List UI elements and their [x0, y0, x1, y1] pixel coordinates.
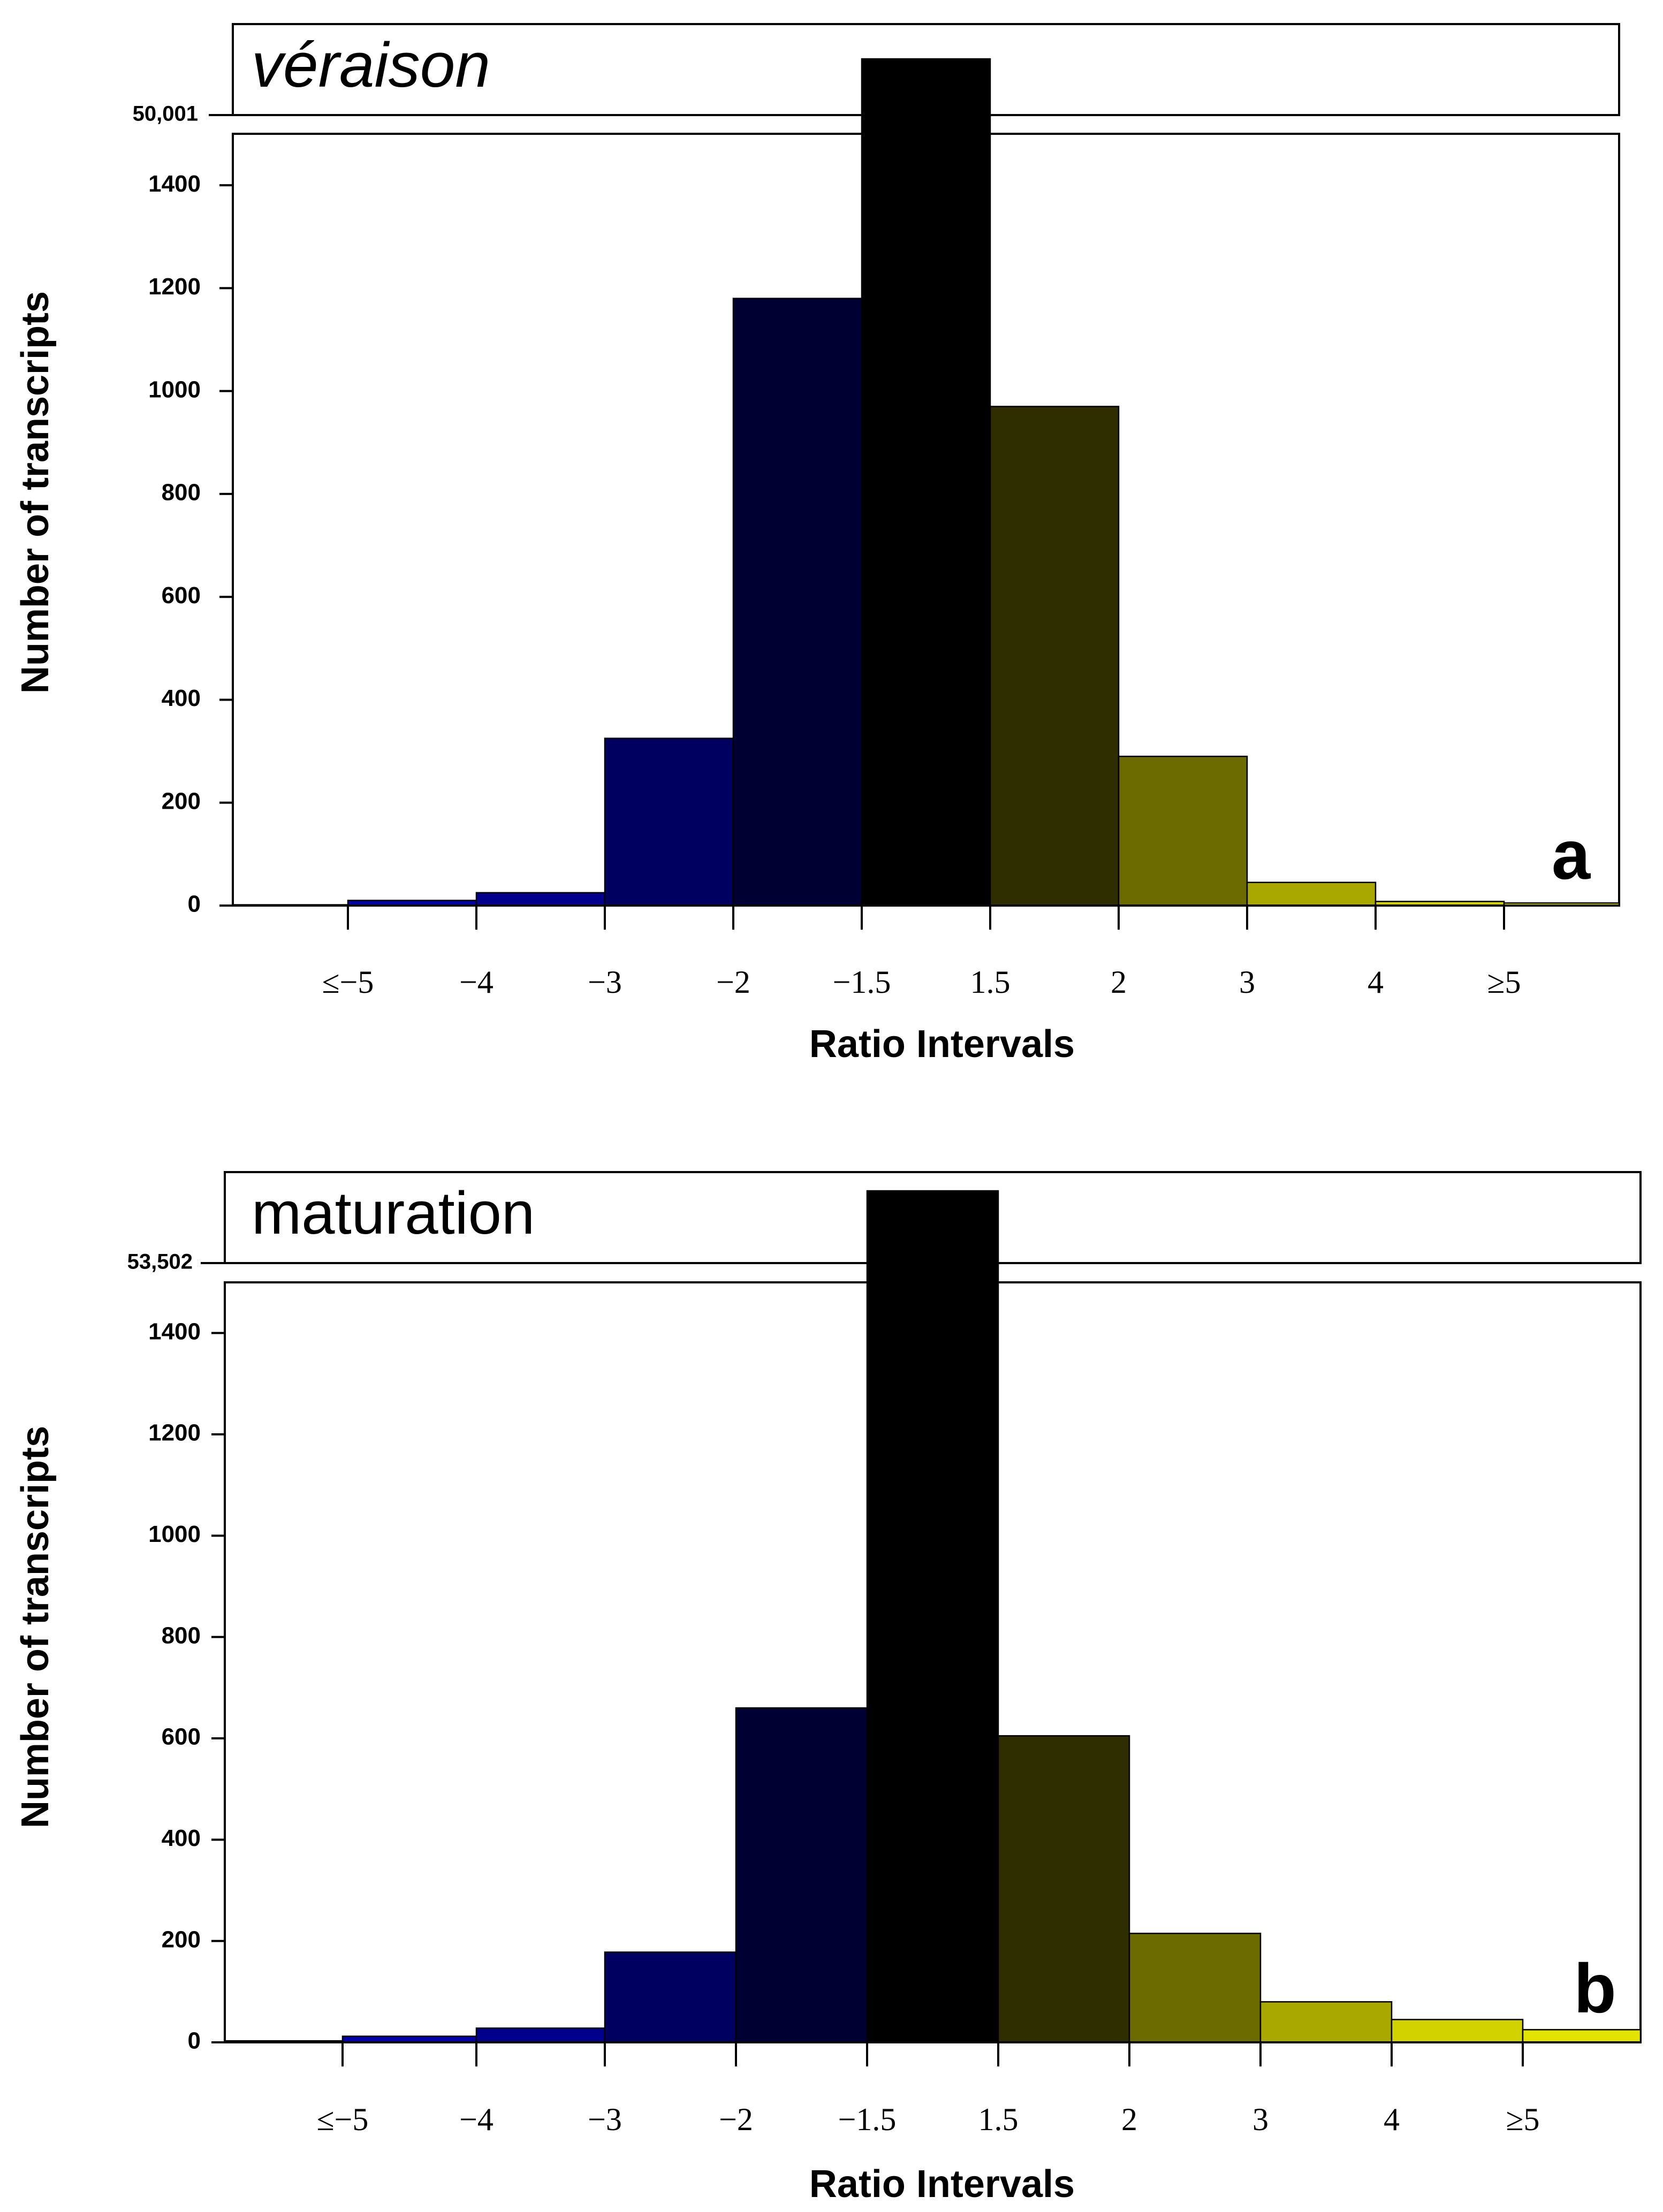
bar-_1.5_to_1.5: [866, 1190, 999, 2043]
x-tick-label: ≤−5: [322, 964, 374, 1000]
x-tick-label: ≥5: [1506, 2102, 1540, 2137]
chart-panel-a: 0 200 400 600 800 1000 1200 1400 ≤−5 −4 −3 −2 −1.5 1…: [14, 23, 1620, 1066]
y-tick-label: 1400: [148, 171, 201, 197]
x-tick-label: 3: [1252, 2102, 1269, 2137]
x-tick-label: ≤−5: [317, 2102, 369, 2137]
x-tick-label: −2: [719, 2102, 753, 2137]
y-tick-label: 1200: [148, 273, 201, 300]
x-tick-label: 4: [1368, 964, 1384, 1000]
bar-group: [232, 58, 1620, 907]
y-tick-label: 200: [162, 788, 201, 814]
y-tick-label: 0: [188, 891, 201, 917]
x-tick-label: −1.5: [833, 964, 891, 1000]
bar-_3_to_2: [604, 1951, 737, 2043]
bar-4_to_5: [1391, 2019, 1524, 2043]
bar-_4_to_3: [475, 2027, 606, 2043]
bar-_5: [1522, 2029, 1642, 2043]
y-tick-label: 1000: [148, 1521, 201, 1547]
y-axis-title: Number of transcripts: [14, 291, 57, 694]
x-tick-label: 1.5: [970, 964, 1011, 1000]
y-tick-label: 0: [188, 2028, 201, 2054]
x-axis-title: Ratio Intervals: [809, 1023, 1075, 1066]
x-tick-label: −3: [588, 964, 622, 1000]
y-ticks: 0 200 400 600 800 1000 1200 1400: [148, 171, 233, 917]
y-tick-label: 400: [162, 685, 201, 711]
x-tick-label: 2: [1121, 2102, 1137, 2137]
x-axis-title: Ratio Intervals: [809, 2163, 1075, 2206]
y-tick-label: 600: [162, 582, 201, 609]
panel-label: b: [1574, 1949, 1616, 2027]
break-value-label: 50,001: [133, 102, 198, 126]
y-tick-label: 600: [162, 1724, 201, 1750]
panel-label: a: [1552, 816, 1591, 894]
x-tick-label: ≥5: [1487, 964, 1521, 1000]
x-tick-label: 4: [1384, 2102, 1400, 2137]
y-tick-label: 800: [162, 1622, 201, 1648]
bar-_4_to_3: [475, 892, 606, 907]
x-ticks: ≤−5 −4 −3 −2 −1.5 1.5 2 3 4 ≥5: [317, 2042, 1540, 2137]
x-tick-label: 3: [1239, 964, 1255, 1000]
y-axis-title: Number of transcripts: [14, 1426, 57, 1828]
bar-3_to_4: [1246, 881, 1377, 907]
y-tick-label: 1200: [148, 1420, 201, 1446]
bar-2_to_3: [1118, 755, 1248, 907]
bar-2_to_3: [1128, 1933, 1262, 2043]
chart-panel-b: 0 200 400 600 800 1000 1200 1400 ≤−5 −4 −3 −2 −1.5 1…: [14, 1171, 1642, 2206]
bar-_3_to_2: [604, 738, 734, 907]
bar-group: [224, 1190, 1642, 2043]
bar-_2_to_1.5: [732, 298, 863, 907]
bar-_1.5_to_1.5: [861, 58, 991, 907]
y-tick-label: 200: [162, 1926, 201, 1952]
y-tick-label: 400: [162, 1825, 201, 1851]
y-tick-label: 1000: [148, 376, 201, 402]
y-tick-label: 1400: [148, 1318, 201, 1344]
y-ticks: 0 200 400 600 800 1000 1200 1400: [148, 1318, 225, 2054]
x-ticks: ≤−5 −4 −3 −2 −1.5 1.5 2 3 4 ≥5: [322, 906, 1521, 1000]
x-tick-label: −3: [588, 2102, 622, 2137]
panel-title: véraison: [252, 30, 490, 101]
x-tick-label: −1.5: [838, 2102, 897, 2137]
x-tick-label: 2: [1111, 964, 1127, 1000]
x-tick-label: −4: [459, 964, 493, 1000]
bar-3_to_4: [1259, 2001, 1393, 2043]
break-value-label: 53,502: [127, 1250, 193, 1274]
x-tick-label: −2: [716, 964, 750, 1000]
x-tick-label: −4: [459, 2102, 493, 2137]
bar-1.5_to_2: [997, 1735, 1130, 2043]
y-tick-label: 800: [162, 480, 201, 506]
panel-title: maturation: [252, 1180, 535, 1246]
bar-_2_to_1.5: [735, 1707, 868, 2043]
bar-1.5_to_2: [989, 406, 1120, 907]
x-tick-label: 1.5: [978, 2102, 1019, 2137]
